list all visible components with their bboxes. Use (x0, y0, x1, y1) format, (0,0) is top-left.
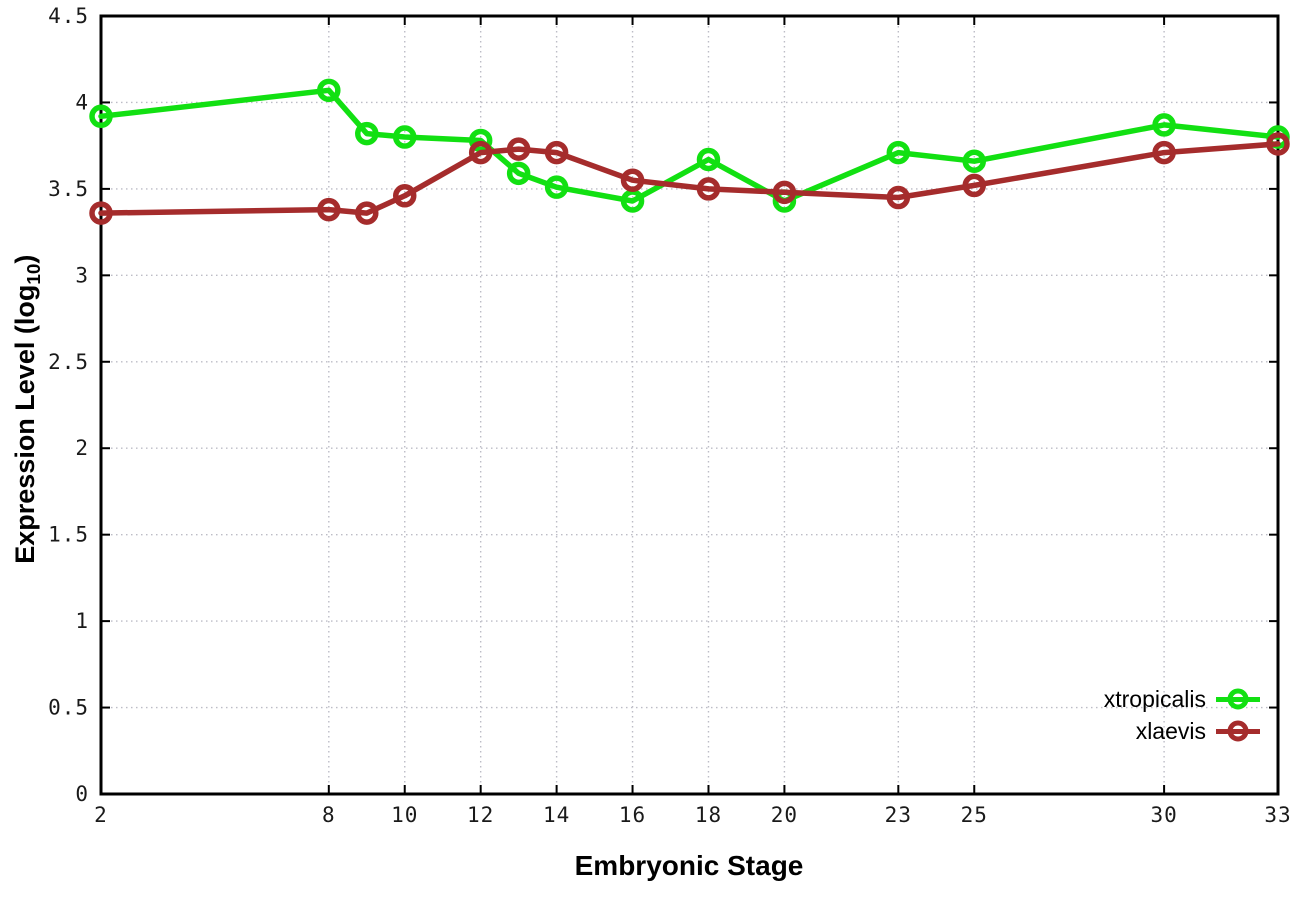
data-point-marker-xtropicalis (355, 121, 379, 146)
x-tick-label: 25 (961, 803, 988, 827)
x-tick-label: 16 (619, 803, 646, 827)
data-point-marker-xtropicalis (392, 125, 417, 149)
y-tick-label: 0 (75, 782, 89, 806)
data-point-marker-xlaevis (89, 201, 113, 225)
y-axis-title-subscript: 10 (24, 263, 46, 285)
x-tick-label: 2 (94, 803, 108, 827)
legend: xtropicalis xlaevis (1104, 685, 1260, 745)
data-point-marker-xlaevis (392, 184, 417, 208)
x-tick-label: 33 (1264, 803, 1291, 827)
legend-label-xtropicalis: xtropicalis (1103, 685, 1206, 712)
data-point-marker-xlaevis (772, 180, 797, 205)
legend-circle-icon (1227, 688, 1249, 710)
data-point-marker-xlaevis (962, 173, 987, 198)
legend-circle-icon (1227, 720, 1249, 742)
data-point-marker-xtropicalis (317, 78, 341, 103)
x-tick-label: 18 (695, 803, 722, 827)
y-axis-title: Expression Level (log10) (10, 169, 46, 649)
legend-marker-xlaevis (1216, 718, 1260, 744)
y-tick-label: 3 (75, 263, 89, 287)
y-tick-label: 1 (75, 609, 89, 633)
data-point-marker-xtropicalis (1152, 113, 1176, 137)
data-point-marker-xtropicalis (886, 140, 911, 165)
data-point-marker-xtropicalis (696, 147, 721, 172)
data-point-marker-xtropicalis (89, 104, 113, 129)
y-tick-label: 0.5 (48, 696, 89, 720)
x-axis-title: Embryonic Stage (574, 850, 804, 881)
y-tick-label: 3.5 (48, 177, 89, 201)
legend-marker-xtropicalis (1216, 686, 1260, 712)
x-tick-label: 12 (467, 803, 494, 827)
y-axis-title-paren: ) (9, 254, 40, 264)
data-point-marker-xlaevis (355, 201, 379, 225)
data-point-marker-xlaevis (1152, 140, 1176, 165)
x-tick-label: 14 (543, 803, 570, 827)
x-tick-label: 8 (322, 803, 336, 827)
data-point-marker-xtropicalis (506, 161, 531, 186)
data-point-marker-xlaevis (620, 168, 645, 192)
legend-label-xlaevis: xlaevis (1135, 717, 1206, 744)
data-point-marker-xlaevis (468, 140, 493, 165)
data-point-marker-xtropicalis (468, 128, 493, 153)
legend-item-xtropicalis: xtropicalis (1104, 685, 1260, 713)
data-point-marker-xlaevis (886, 185, 911, 210)
x-tick-label: 10 (391, 803, 418, 827)
plot-border (99, 14, 1280, 796)
y-tick-label: 4 (75, 90, 89, 114)
data-point-marker-xlaevis (696, 177, 721, 201)
data-point-marker-xtropicalis (962, 149, 987, 173)
x-tick-label: 23 (885, 803, 912, 827)
data-point-marker-xlaevis (317, 197, 341, 222)
x-tick-label: 20 (771, 803, 798, 827)
data-point-marker-xlaevis (506, 137, 531, 161)
data-point-marker-xlaevis (1266, 132, 1290, 156)
y-axis-title-text: Expression Level (log (9, 284, 40, 564)
legend-item-xlaevis: xlaevis (1104, 717, 1260, 745)
y-tick-label: 2.5 (48, 350, 89, 374)
data-point-marker-xtropicalis (544, 175, 569, 199)
series-line-xlaevis (98, 141, 1281, 216)
y-tick-label: 1.5 (48, 523, 89, 547)
y-tick-label: 2 (75, 436, 89, 460)
x-tick-label: 30 (1150, 803, 1177, 827)
y-tick-label: 4.5 (48, 4, 89, 28)
data-point-marker-xlaevis (544, 140, 569, 165)
